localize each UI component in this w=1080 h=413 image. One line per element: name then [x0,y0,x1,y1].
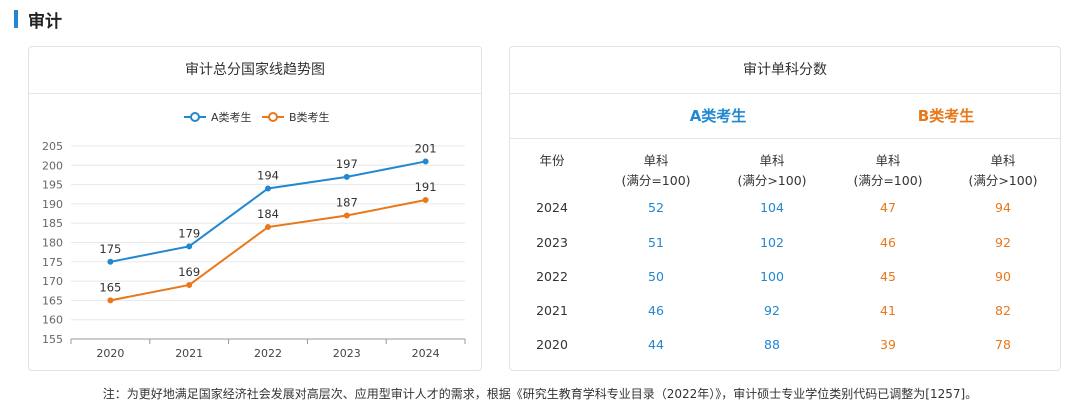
row-year: 2023 [536,235,568,250]
column-header-line2: (满分=100) [853,173,923,188]
score-b-100: 45 [880,269,896,284]
section-title: 审计 [28,11,62,32]
legend-label: A类考生 [211,110,252,124]
group-b-header: B类考生 [917,107,975,125]
data-label: 179 [178,226,200,240]
row-year: 2020 [536,337,568,352]
legend-label: B类考生 [289,110,330,124]
score-b-100: 41 [880,303,896,318]
y-tick-label: 190 [42,198,63,211]
y-tick-label: 165 [42,294,63,307]
score-b-100: 46 [880,235,896,250]
score-a-100: 46 [648,303,664,318]
x-tick-label: 2020 [96,347,124,360]
data-point [107,297,114,304]
data-point [422,158,429,165]
score-table-card: 审计单科分数 A类考生 B类考生 年份 单科 (满分=100) 单科 (满分>100) 单… [509,46,1061,371]
data-point [343,212,350,219]
data-label: 175 [99,242,121,256]
score-b-over100: 94 [995,200,1011,215]
data-point [343,173,350,180]
column-header-line1: 单科 [990,153,1016,168]
y-tick-label: 180 [42,237,63,250]
score-b-100: 47 [880,200,896,215]
data-label: 201 [415,141,437,155]
data-label: 187 [336,195,358,209]
footnote: 注：为更好地满足国家经济社会发展对高层次、应用型审计人才的需求，根据《研究生教育… [102,387,978,401]
column-header-line2: (满分=100) [621,173,691,188]
score-a-100: 52 [648,200,664,215]
y-tick-label: 195 [42,179,63,192]
y-tick-label: 175 [42,256,63,269]
row-year: 2021 [536,303,568,318]
score-b-over100: 78 [995,337,1011,352]
score-a-over100: 92 [764,303,780,318]
score-b-over100: 92 [995,235,1011,250]
year-header: 年份 [539,153,565,168]
data-point [265,224,271,231]
score-b-100: 39 [880,337,896,352]
y-tick-label: 200 [42,159,63,172]
trend-chart-card: 审计总分国家线趋势图 155 160 165 170 175 180 185 190 195 20… [28,46,482,371]
score-a-100: 51 [648,235,664,250]
y-tick-label: 205 [42,140,63,153]
score-b-over100: 90 [995,269,1011,284]
column-header-line2: (满分>100) [968,173,1038,188]
chart-title: 审计总分国家线趋势图 [29,47,481,94]
score-a-over100: 104 [760,200,784,215]
x-tick-label: 2023 [333,347,361,360]
data-label: 194 [257,168,279,182]
column-header-line2: (满分>100) [737,173,807,188]
x-tick-label: 2022 [254,347,282,360]
row-year: 2022 [536,269,568,284]
x-tick-label: 2024 [412,347,440,360]
data-label: 197 [336,157,358,171]
group-header-row: A类考生 B类考生 [510,94,1060,139]
column-header-line1: 单科 [875,153,901,168]
score-a-over100: 88 [764,337,780,352]
data-label: 169 [178,265,200,279]
section-accent-bar [14,10,18,28]
data-label: 191 [415,180,437,194]
score-a-over100: 102 [760,235,784,250]
legend-swatch-marker [190,112,200,122]
x-tick-label: 2021 [175,347,203,360]
y-tick-label: 170 [42,275,63,288]
group-a-header: A类考生 [689,107,747,125]
table-title: 审计单科分数 [510,47,1060,94]
data-point [422,197,429,204]
column-header-line1: 单科 [643,153,669,168]
score-a-over100: 100 [760,269,784,284]
row-year: 2024 [536,200,568,215]
trend-chart: 155 160 165 170 175 180 185 190 195 200 205 2020 202… [42,110,466,360]
legend-swatch-marker [268,112,278,122]
score-a-100: 44 [648,337,664,352]
column-header-line1: 单科 [759,153,785,168]
section-header: 审计 [14,8,62,32]
y-tick-label: 185 [42,217,63,230]
score-b-over100: 82 [995,303,1011,318]
data-label: 165 [99,280,121,294]
score-a-100: 50 [648,269,664,284]
data-point [265,185,271,192]
data-point [186,281,193,288]
data-point [186,243,193,250]
data-point [107,258,114,265]
y-tick-label: 160 [42,314,63,327]
data-label: 184 [257,207,279,221]
y-tick-label: 155 [42,333,63,346]
